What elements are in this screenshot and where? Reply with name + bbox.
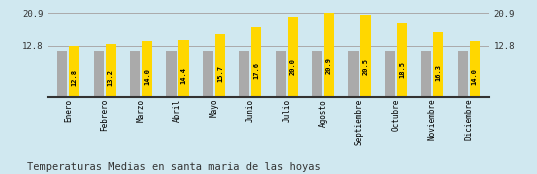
Text: 18.5: 18.5 [399,61,405,78]
Bar [421,51,431,97]
Bar [203,51,213,97]
Text: Temperaturas Medias en santa maria de las hoyas: Temperaturas Medias en santa maria de la… [27,162,321,172]
Text: 17.6: 17.6 [253,62,259,79]
Bar [93,51,104,97]
Text: 20.9: 20.9 [326,57,332,74]
Bar [251,27,262,97]
Bar [385,51,395,97]
Text: 14.0: 14.0 [471,68,477,85]
Bar [130,51,140,97]
Bar [142,41,152,97]
Bar [106,44,116,97]
Bar [178,39,188,97]
Bar [239,51,249,97]
Text: 12.8: 12.8 [71,69,77,86]
Text: 16.3: 16.3 [436,64,441,81]
Bar [469,41,480,97]
Bar [215,34,225,97]
Bar [433,32,444,97]
Bar [69,46,79,97]
Bar [324,13,334,97]
Text: 14.0: 14.0 [144,68,150,85]
Text: 15.7: 15.7 [217,65,223,82]
Bar [312,51,322,97]
Text: 20.0: 20.0 [289,58,296,75]
Bar [397,23,407,97]
Bar [166,51,177,97]
Bar [458,51,468,97]
Bar [57,51,68,97]
Bar [288,17,298,97]
Bar [360,15,371,97]
Bar [275,51,286,97]
Text: 13.2: 13.2 [108,69,114,86]
Text: 14.4: 14.4 [180,67,186,84]
Text: 20.5: 20.5 [362,58,368,75]
Bar [349,51,359,97]
